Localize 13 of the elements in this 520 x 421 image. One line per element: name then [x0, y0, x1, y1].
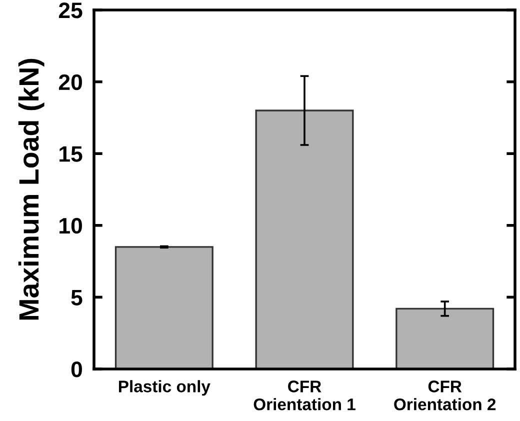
y-axis-title: Maximum Load (kN) [18, 58, 44, 320]
y-tick-label: 10 [60, 218, 82, 234]
x-tick-label: Plastic only [118, 380, 210, 396]
y-tick-label: 25 [58, 2, 82, 18]
bar [396, 308, 494, 369]
y-tick-label: 20 [58, 74, 82, 90]
x-tick-label: CFR Orientation 2 [394, 380, 496, 410]
x-tick-label: CFR Orientation 1 [254, 380, 356, 410]
bar [114, 246, 214, 369]
y-tick-label: 5 [71, 290, 82, 306]
bar [255, 110, 354, 369]
y-tick-label: 0 [71, 362, 82, 378]
y-tick-label: 15 [60, 146, 82, 162]
